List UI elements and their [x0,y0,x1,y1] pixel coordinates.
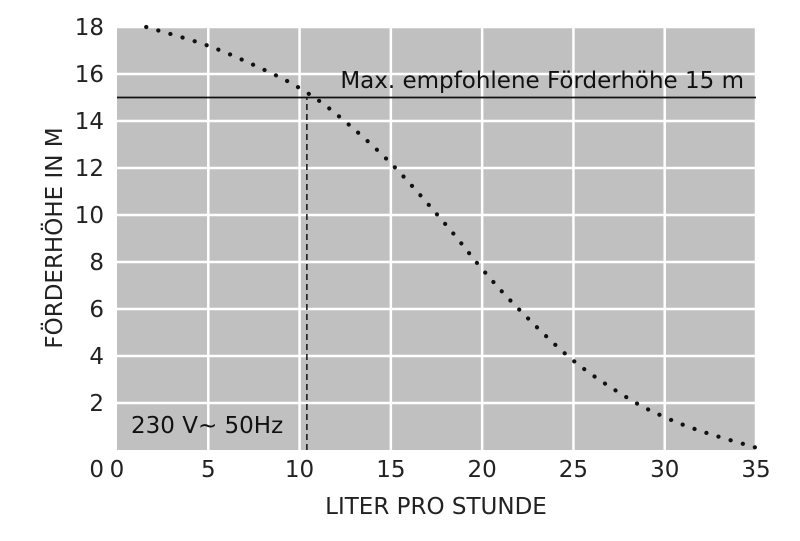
voltage-annotation: 230 V~ 50Hz [131,413,283,439]
x-tick-labels: 0 5 10 15 20 25 30 35 [110,457,771,483]
x-tick-label: 20 [468,457,497,483]
series-points [144,24,759,450]
x-tick-label: 5 [201,457,216,483]
x-tick-label: 15 [376,457,405,483]
y-tick-label: 4 [89,344,104,370]
x-axis-label: LITER PRO STUNDE [325,494,547,520]
y-tick-label: 12 [75,156,104,182]
y-tick-label: 0 [89,457,104,483]
y-tick-labels: 0 2 4 6 8 10 12 14 16 18 [75,15,104,483]
y-tick-label: 2 [89,391,104,417]
y-tick-label: 14 [75,109,104,135]
y-tick-label: 8 [89,250,104,276]
x-tick-label: 10 [285,457,314,483]
y-tick-label: 10 [75,203,104,229]
y-tick-label: 16 [75,62,104,88]
x-tick-label: 25 [559,457,588,483]
x-tick-label: 35 [741,457,770,483]
reference-lines [117,96,756,450]
performance-curve [144,24,759,450]
x-tick-label: 0 [110,457,125,483]
y-tick-label: 18 [75,15,104,41]
max-head-label: Max. empfohlene Förderhöhe 15 m [340,68,744,94]
y-tick-label: 6 [89,297,104,323]
x-tick-label: 30 [650,457,679,483]
y-axis-label: FÖRDERHÖHE IN M [40,127,68,348]
